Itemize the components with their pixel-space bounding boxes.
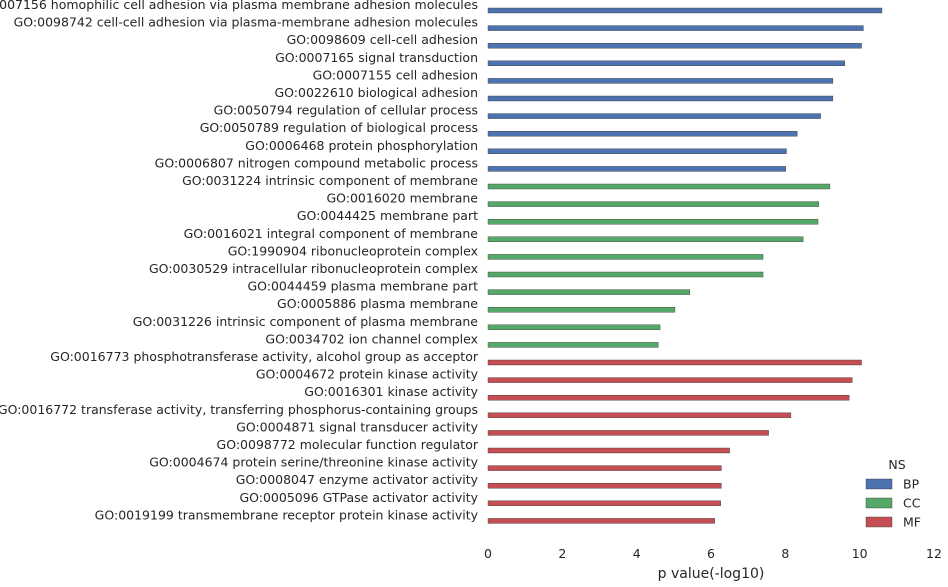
category-label: GO:0030529 intracellular ribonucleoprote… [149, 261, 478, 276]
x-tick-label: 4 [633, 546, 641, 561]
bar-cc [487, 254, 764, 260]
bar-bp [487, 148, 787, 155]
category-label: GO:0004672 protein kinase activity [256, 367, 479, 382]
category-label: GO:0005886 plasma membrane [277, 296, 478, 311]
category-label: GO:0050789 regulation of biological proc… [200, 120, 478, 135]
legend-label-bp: BP [903, 477, 920, 492]
bar-cc [487, 271, 764, 278]
bar-bp [487, 78, 834, 84]
x-tick-label: 12 [926, 546, 942, 561]
bar-bp [487, 95, 834, 102]
bars-layer [487, 7, 883, 524]
category-label: GO:0016772 transferase activity, transfe… [0, 402, 478, 417]
bar-bp [487, 166, 786, 172]
bar-cc [487, 307, 676, 313]
category-label: GO:0098772 molecular function regulator [217, 437, 479, 452]
legend-title: NS [888, 457, 905, 472]
category-label: GO:0098609 cell-cell adhesion [287, 32, 478, 47]
bar-cc [487, 201, 819, 207]
bar-cc [487, 236, 804, 243]
category-label: GO:0006807 nitrogen compound metabolic p… [155, 155, 478, 170]
bar-bp [487, 130, 798, 137]
category-label: GO:0016773 phosphotransferase activity, … [50, 349, 479, 364]
category-label: GO:0016020 membrane [326, 191, 478, 206]
bar-mf [487, 483, 722, 489]
category-label: GO:0044425 membrane part [297, 208, 478, 223]
category-label: GO:0007165 signal transduction [275, 50, 478, 65]
category-label: GO:0004674 protein serine/threonine kina… [149, 455, 478, 470]
category-label: GO:0022610 biological adhesion [275, 85, 479, 100]
bar-cc [487, 342, 659, 348]
bar-bp [487, 43, 862, 49]
x-tick-label: 6 [707, 546, 715, 561]
x-tick-label: 2 [558, 546, 566, 561]
bar-mf [487, 465, 722, 471]
bar-bp [487, 7, 883, 14]
category-label: GO:0031224 intrinsic component of membra… [182, 173, 478, 188]
category-label: GO:0005096 GTPase activator activity [239, 490, 478, 505]
x-tick-label: 0 [484, 546, 492, 561]
x-tick-label: 10 [852, 546, 868, 561]
bar-mf [487, 518, 715, 524]
legend-swatch-mf [865, 516, 893, 528]
bar-cc [487, 324, 661, 330]
legend: NS BP CC MF [865, 457, 921, 530]
x-axis-ticks-layer: 0 2 4 6 8 10 12 [484, 546, 942, 561]
legend-items: BP CC MF [865, 477, 921, 530]
category-label: GO:0016301 kinase activity [304, 384, 478, 399]
legend-swatch-cc [865, 497, 893, 509]
category-label: GO:0007155 cell adhesion [313, 67, 478, 82]
bar-cc [487, 289, 691, 295]
category-label: GO:0007156 homophilic cell adhesion via … [0, 0, 478, 12]
category-label: GO:0016021 integral component of membran… [184, 226, 479, 241]
category-label: GO:0004871 signal transducer activity [236, 419, 478, 434]
legend-label-mf: MF [903, 515, 921, 530]
bar-mf [487, 500, 721, 506]
category-labels-layer: GO:0007156 homophilic cell adhesion via … [0, 0, 479, 522]
bar-mf [487, 377, 853, 383]
bar-bp [487, 113, 821, 119]
category-label: GO:1990904 ribonucleoprotein complex [228, 243, 478, 258]
bar-mf [487, 395, 850, 401]
bar-mf [487, 447, 730, 454]
category-label: GO:0044459 plasma membrane part [247, 279, 478, 294]
bar-mf [487, 412, 792, 418]
category-label: GO:0006468 protein phosphorylation [245, 138, 478, 153]
bar-mf [487, 430, 769, 436]
category-label: GO:0050794 regulation of cellular proces… [214, 103, 478, 118]
legend-swatch-bp [865, 478, 893, 490]
bar-bp [487, 60, 845, 66]
category-label: GO:0034702 ion channel complex [265, 331, 478, 346]
x-tick-label: 8 [781, 546, 789, 561]
category-label: GO:0031226 intrinsic component of plasma… [133, 314, 479, 329]
x-axis-title: p value(-log10) [658, 566, 765, 582]
bar-mf [487, 359, 862, 366]
bar-cc [487, 218, 819, 225]
category-label: GO:0008047 enzyme activator activity [236, 472, 479, 487]
category-label: GO:0019199 transmembrane receptor protei… [95, 507, 479, 522]
category-label: GO:0098742 cell-cell adhesion via plasma… [14, 15, 478, 30]
bar-cc [487, 183, 831, 190]
bar-bp [487, 25, 864, 31]
legend-label-cc: CC [903, 496, 921, 511]
